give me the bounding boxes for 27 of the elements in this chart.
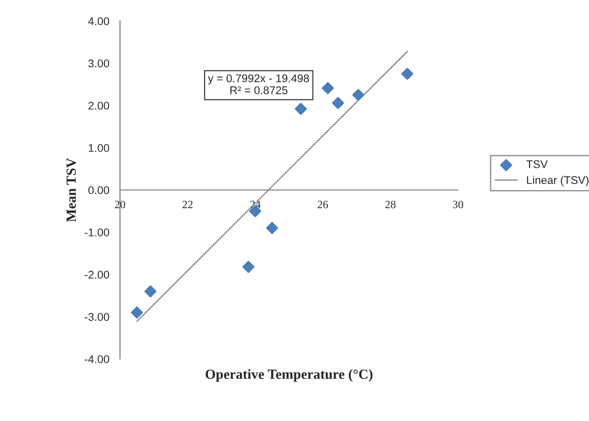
legend-label: Linear (TSV) [527, 176, 588, 186]
x-tick-label: 28 [385, 200, 396, 208]
y-tick-label: 0.00 [88, 186, 110, 194]
point [130, 306, 143, 319]
x-axis-title: Operative Temperature (°C) [206, 369, 372, 382]
legend-label: TSV [526, 160, 548, 168]
y-tick-label: -4.00 [84, 355, 110, 364]
point [242, 260, 255, 273]
y-axis-title: Mean TSV [66, 158, 76, 222]
y-tick-label: -1.00 [84, 228, 110, 236]
y-tick-label: 4.00 [88, 17, 110, 26]
annotation: y = 0.7992x - 19.498 R² = 0.8725 [208, 74, 310, 94]
point [144, 285, 156, 298]
point [294, 102, 307, 115]
point [266, 222, 278, 234]
x-tick-label: 26 [318, 200, 328, 208]
y-tick-label: 2.00 [88, 102, 110, 110]
y-tick-label: 3.00 [88, 60, 110, 68]
x-tick-label: 22 [182, 200, 193, 208]
y-tick-label: -3.00 [84, 313, 110, 321]
x-tick-label: 30 [452, 200, 464, 208]
point [401, 68, 414, 80]
y-tick-label: -2.00 [84, 270, 110, 279]
point [322, 82, 334, 94]
point [332, 96, 344, 110]
point [352, 88, 364, 102]
y-tick-label: 1.00 [88, 144, 110, 152]
